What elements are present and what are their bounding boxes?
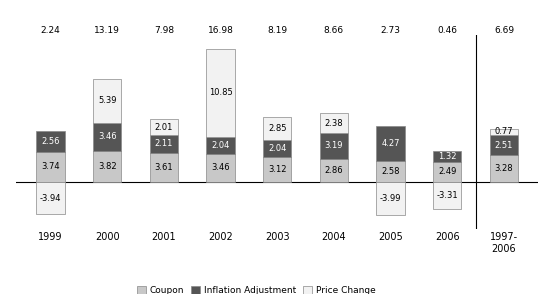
Text: 16.98: 16.98 [208, 26, 233, 35]
Text: 13.19: 13.19 [94, 26, 120, 35]
Bar [320, 159, 348, 182]
Text: -3.94: -3.94 [40, 193, 61, 203]
Bar [320, 113, 348, 133]
Text: 6.69: 6.69 [494, 26, 514, 35]
Text: 7.98: 7.98 [154, 26, 174, 35]
Bar [377, 182, 405, 215]
Bar [150, 119, 178, 136]
Text: 3.46: 3.46 [211, 163, 230, 172]
Text: 0.46: 0.46 [438, 26, 457, 35]
Bar [263, 117, 292, 140]
Bar [36, 182, 65, 214]
Text: 3.82: 3.82 [98, 162, 116, 171]
Text: 0.77: 0.77 [495, 127, 513, 136]
Text: 10.85: 10.85 [209, 88, 232, 98]
Bar [93, 151, 121, 182]
Text: 8.19: 8.19 [267, 26, 287, 35]
Text: 2.73: 2.73 [380, 26, 401, 35]
Text: -3.31: -3.31 [436, 191, 458, 200]
Text: 3.28: 3.28 [495, 164, 513, 173]
Text: 2.85: 2.85 [268, 124, 287, 133]
Text: 1.32: 1.32 [438, 152, 457, 161]
Bar [433, 162, 462, 182]
Bar [433, 182, 462, 209]
Text: 2.51: 2.51 [495, 141, 513, 150]
Text: -3.99: -3.99 [380, 194, 401, 203]
Text: 2.01: 2.01 [155, 123, 173, 132]
Bar [206, 49, 235, 137]
Legend: Coupon, Inflation Adjustment, Price Change: Coupon, Inflation Adjustment, Price Chan… [133, 282, 379, 294]
Text: 3.12: 3.12 [268, 165, 287, 174]
Text: 2.04: 2.04 [211, 141, 229, 150]
Bar [206, 154, 235, 182]
Text: 3.61: 3.61 [155, 163, 173, 172]
Text: 8.66: 8.66 [324, 26, 344, 35]
Bar [377, 161, 405, 182]
Text: 3.19: 3.19 [324, 141, 343, 150]
Text: 2.24: 2.24 [41, 26, 60, 35]
Bar [263, 140, 292, 157]
Text: 3.74: 3.74 [41, 162, 60, 171]
Text: 2.49: 2.49 [438, 167, 457, 176]
Bar [206, 137, 235, 154]
Text: 2.56: 2.56 [41, 137, 60, 146]
Text: 5.39: 5.39 [98, 96, 116, 105]
Bar [263, 157, 292, 182]
Bar [433, 151, 462, 162]
Text: 3.46: 3.46 [98, 132, 116, 141]
Bar [377, 126, 405, 161]
Bar [93, 123, 121, 151]
Bar [150, 153, 178, 182]
Text: 2.04: 2.04 [268, 144, 287, 153]
Bar [36, 131, 65, 151]
Text: 2.38: 2.38 [324, 118, 343, 128]
Bar [490, 135, 518, 155]
Bar [490, 128, 518, 135]
Bar [36, 151, 65, 182]
Bar [320, 133, 348, 159]
Text: 2.58: 2.58 [382, 167, 400, 176]
Text: 4.27: 4.27 [382, 139, 400, 148]
Bar [490, 155, 518, 182]
Bar [150, 136, 178, 153]
Bar [93, 79, 121, 123]
Text: 2.86: 2.86 [324, 166, 343, 175]
Text: 2.11: 2.11 [155, 139, 173, 148]
